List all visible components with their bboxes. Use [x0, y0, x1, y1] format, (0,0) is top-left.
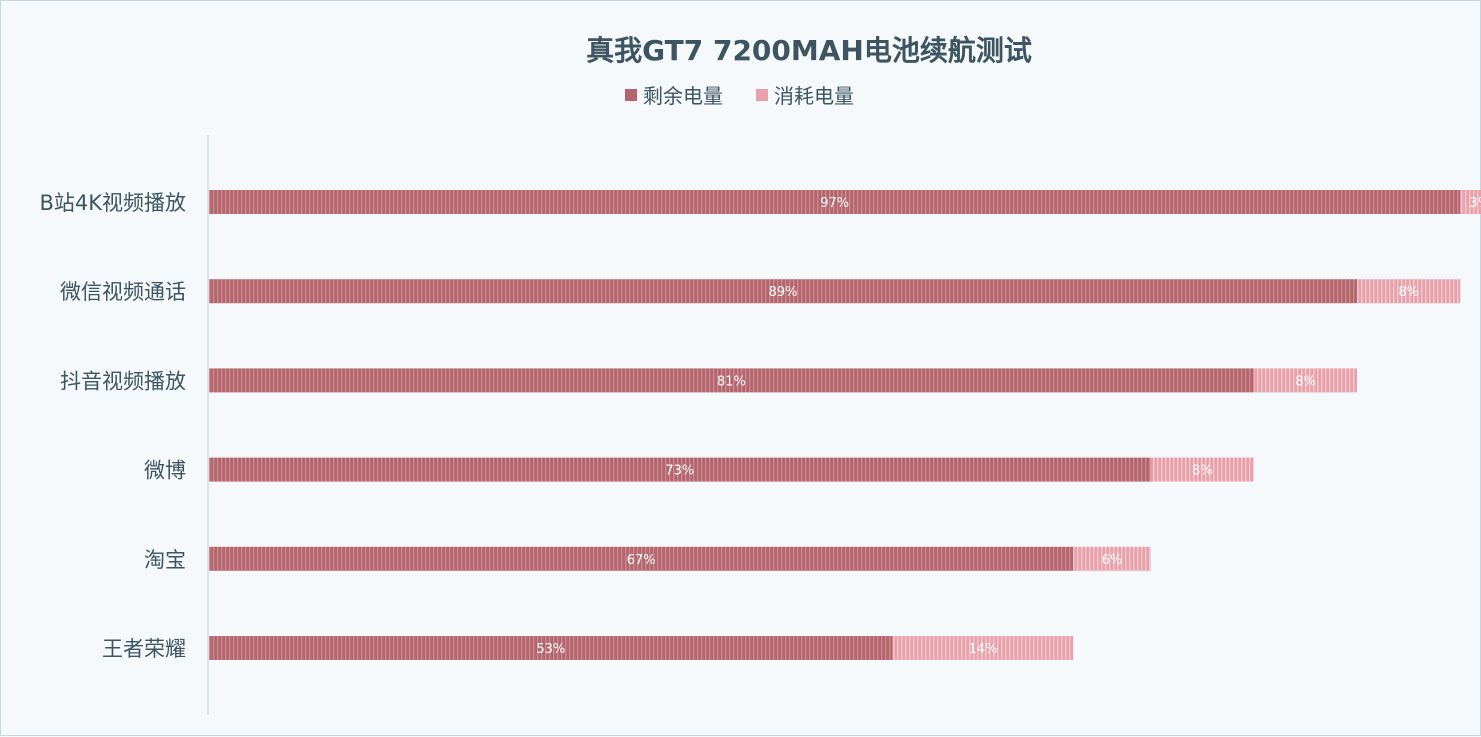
data-label-consumed-2: 8% [1295, 374, 1316, 389]
data-label-remaining-0: 97% [820, 196, 849, 211]
legend: 剩余电量 消耗电量 [625, 84, 854, 108]
bar-consumed-4 [1073, 546, 1151, 571]
bar-consumed-5 [892, 636, 1074, 660]
legend-swatch-consumed [756, 89, 768, 101]
legend-label-consumed: 消耗电量 [774, 84, 854, 108]
data-label-remaining-3: 73% [665, 464, 694, 479]
category-label-4: 淘宝 [144, 548, 186, 572]
bar-consumed-3 [1150, 457, 1254, 482]
category-label-1: 微信视频通话 [60, 280, 186, 304]
data-label-consumed-0: 3% [1469, 196, 1481, 211]
bar-remaining-2 [209, 368, 1254, 393]
data-label-consumed-1: 8% [1398, 285, 1419, 300]
category-label-2: 抖音视频播放 [60, 369, 186, 393]
bar-consumed-1 [1357, 279, 1461, 304]
category-label-0: B站4K视频播放 [39, 191, 186, 215]
data-label-remaining-5: 53% [536, 642, 565, 657]
bar-consumed-2 [1253, 368, 1358, 393]
bar-consumed-0 [1460, 190, 1481, 214]
bars-layer: 97% 3% 89% 8% 81% 8% 73% 8% 67% 6% 53% 14% [209, 190, 1481, 660]
bar-remaining-4 [209, 546, 1074, 571]
data-label-consumed-5: 14% [969, 642, 998, 657]
data-label-consumed-4: 6% [1102, 553, 1123, 568]
data-label-remaining-2: 81% [717, 374, 746, 389]
bar-remaining-1 [209, 279, 1358, 304]
legend-label-remaining: 剩余电量 [643, 84, 723, 108]
data-label-consumed-3: 8% [1192, 464, 1213, 479]
category-label-3: 微博 [144, 459, 186, 483]
bar-remaining-3 [209, 457, 1151, 482]
bar-remaining-0 [209, 190, 1461, 214]
data-label-remaining-4: 67% [627, 553, 656, 568]
chart-title: 真我GT7 7200MAH电池续航测试 [586, 34, 1032, 67]
category-label-5: 王者荣耀 [102, 637, 186, 661]
bar-remaining-5 [209, 636, 893, 660]
data-label-remaining-1: 89% [769, 285, 798, 300]
legend-swatch-remaining [625, 89, 637, 101]
